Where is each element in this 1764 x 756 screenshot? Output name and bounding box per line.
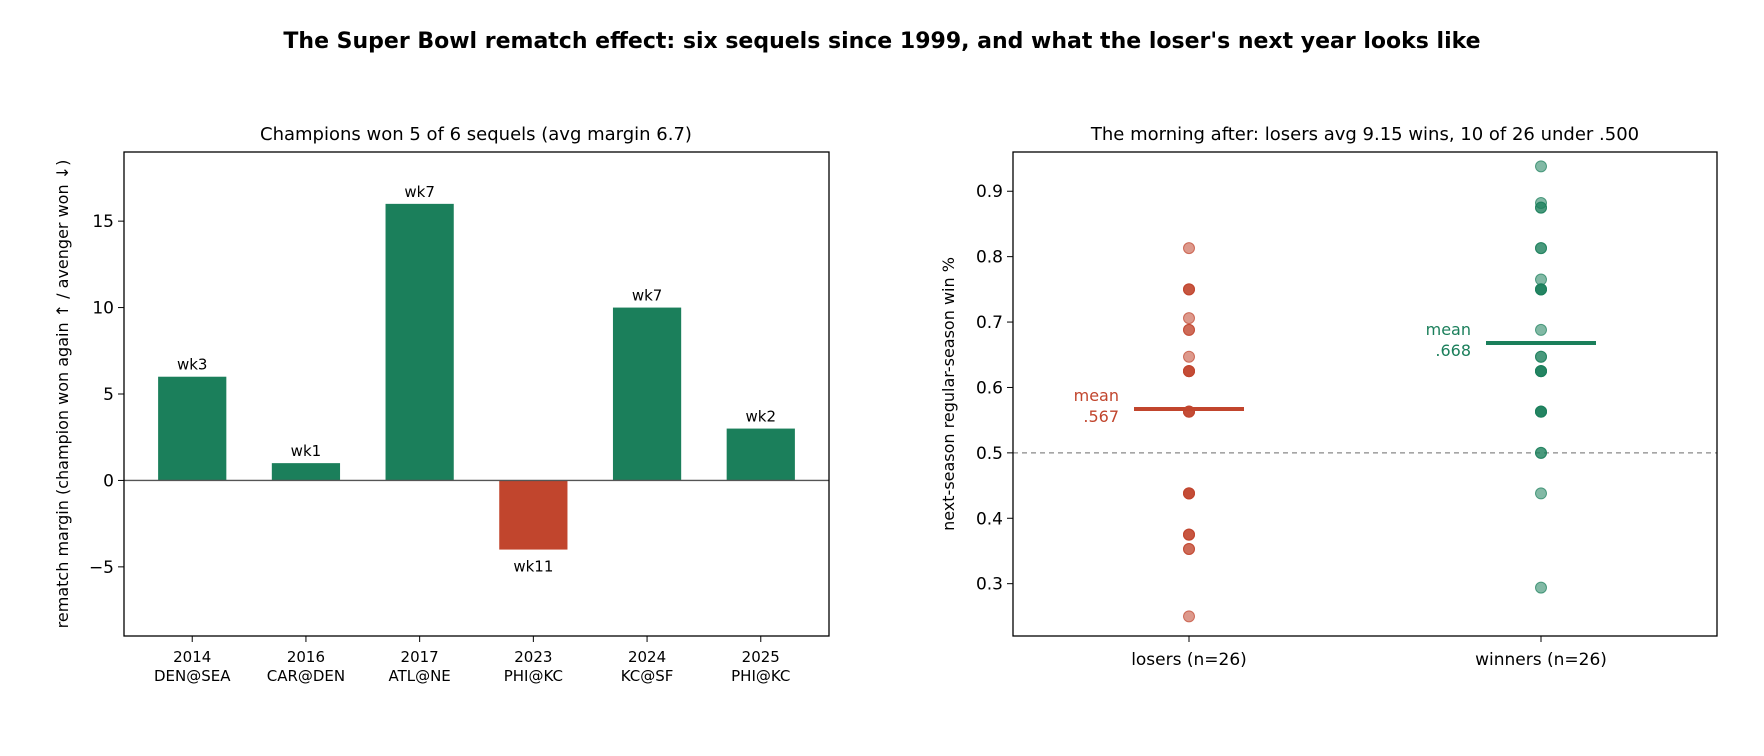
x-tick-year: 2017 (401, 648, 439, 666)
figure-title: The Super Bowl rematch effect: six seque… (283, 29, 1480, 54)
group-label: losers (n=26) (1131, 650, 1247, 670)
x-tick-year: 2016 (287, 648, 325, 666)
win-pct-point (1183, 610, 1195, 623)
x-tick-matchup: PHI@KC (504, 667, 563, 685)
bar-week-label: wk7 (632, 287, 663, 305)
win-pct-point (1535, 446, 1547, 459)
bar-week-label: wk2 (746, 408, 777, 426)
strip-chart-frame (1012, 151, 1718, 637)
win-pct-point (1183, 283, 1195, 296)
win-pct-point (1183, 528, 1195, 541)
y-tick-label: 0.6 (976, 378, 1003, 398)
x-tick-year: 2024 (628, 648, 666, 666)
margin-bar (385, 203, 454, 481)
win-pct-point (1535, 283, 1547, 296)
x-tick-matchup: ATL@NE (388, 667, 450, 685)
win-pct-point (1183, 323, 1195, 336)
y-tick-label: 0 (103, 471, 114, 491)
x-tick-matchup: PHI@KC (731, 667, 790, 685)
margin-bar (271, 463, 341, 481)
margin-bar (612, 307, 682, 481)
y-tick-label: 15 (92, 212, 114, 232)
win-pct-point (1183, 242, 1195, 255)
margin-bar (499, 480, 568, 550)
y-tick-label: 0.3 (976, 575, 1003, 595)
x-tick-matchup: DEN@SEA (154, 667, 231, 685)
group-label: winners (n=26) (1475, 650, 1607, 670)
x-tick-year: 2025 (742, 648, 780, 666)
y-tick-label: 0.8 (976, 248, 1003, 268)
bar-chart-frame (123, 151, 830, 637)
win-pct-point (1535, 242, 1547, 255)
win-pct-point (1535, 405, 1547, 418)
y-tick-label: 5 (103, 385, 114, 405)
rematch-margin-bar-chart: Champions won 5 of 6 sequels (avg margin… (53, 124, 830, 685)
strip-chart-title: The morning after: losers avg 9.15 wins,… (1090, 124, 1639, 145)
win-pct-point (1183, 543, 1195, 556)
win-pct-point (1183, 350, 1195, 363)
y-tick-label: 10 (92, 299, 114, 319)
mean-label: mean (1426, 320, 1471, 339)
win-pct-point (1183, 312, 1195, 325)
margin-bar (158, 376, 227, 481)
bar-week-label: wk1 (291, 442, 322, 460)
win-pct-point (1535, 487, 1547, 500)
win-pct-point (1183, 365, 1195, 378)
win-pct-point (1535, 323, 1547, 336)
bar-chart-title: Champions won 5 of 6 sequels (avg margin… (260, 124, 692, 145)
win-pct-point (1535, 365, 1547, 378)
x-tick-matchup: CAR@DEN (267, 667, 345, 685)
win-pct-point (1535, 581, 1547, 594)
mean-label: mean (1074, 386, 1119, 405)
win-pct-point (1535, 201, 1547, 214)
margin-bar (726, 428, 795, 481)
x-tick-year: 2014 (173, 648, 211, 666)
x-tick-matchup: KC@SF (621, 667, 674, 685)
strip-chart-ylabel: next-season regular-season win % (939, 257, 958, 531)
y-tick-label: 0.9 (976, 182, 1003, 202)
bar-week-label: wk7 (404, 183, 435, 201)
mean-value: .668 (1435, 341, 1471, 360)
y-tick-label: 0.7 (976, 313, 1003, 333)
win-pct-strip-chart: The morning after: losers avg 9.15 wins,… (939, 124, 1718, 670)
win-pct-point (1535, 160, 1547, 173)
bar-week-label: wk3 (177, 356, 208, 374)
y-tick-label: 0.4 (976, 509, 1003, 529)
bar-chart-ylabel: rematch margin (champion won again ↑ / a… (53, 160, 72, 629)
x-tick-year: 2023 (514, 648, 552, 666)
mean-value: .567 (1083, 407, 1119, 426)
bar-week-label: wk11 (513, 558, 553, 576)
y-tick-label: 0.5 (976, 444, 1003, 464)
y-tick-label: −5 (89, 558, 114, 578)
win-pct-point (1183, 487, 1195, 500)
win-pct-point (1535, 350, 1547, 363)
